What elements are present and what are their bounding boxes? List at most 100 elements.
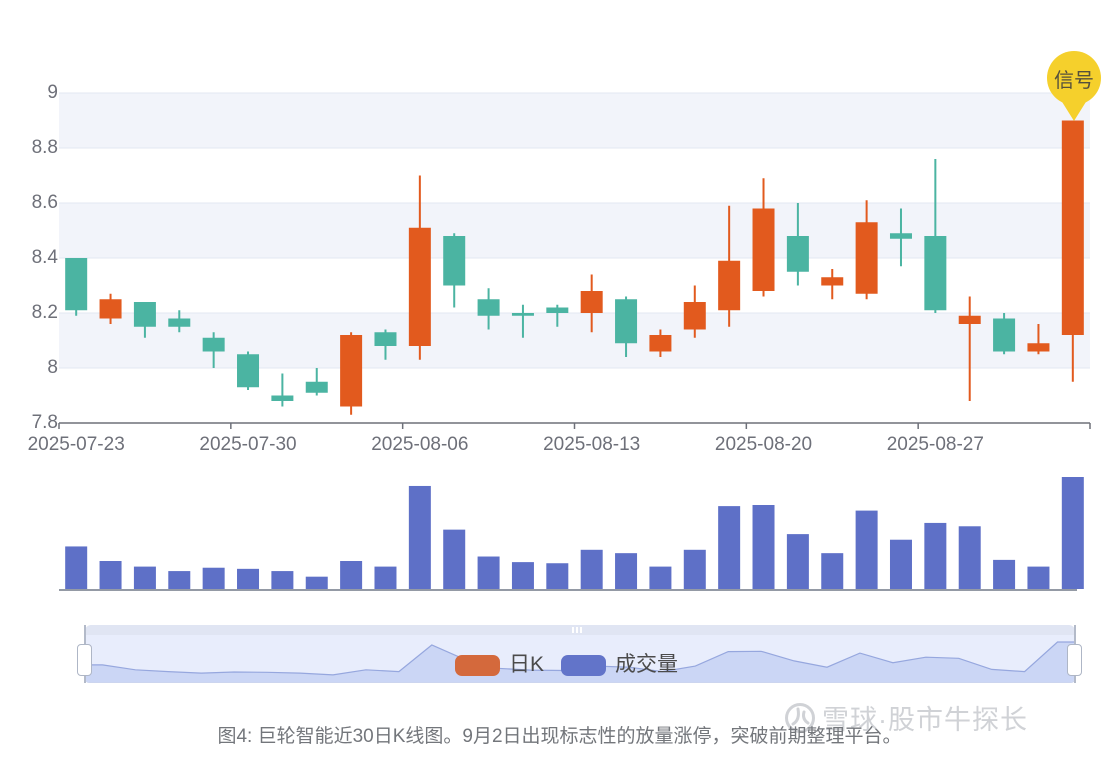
- volume-bar-2025-08-07[interactable]: [443, 529, 466, 589]
- y-axis-label: 7.8: [31, 412, 58, 433]
- volume-bar-2025-07-30[interactable]: [237, 568, 260, 589]
- candle-2025-08-08[interactable]: [477, 299, 500, 316]
- candle-wick-2025-08-12: [556, 304, 559, 327]
- volume-bar-2025-08-28[interactable]: [958, 526, 981, 589]
- y-axis-label: 8.2: [31, 302, 58, 323]
- candle-2025-08-14[interactable]: [615, 299, 638, 344]
- volume-bar-2025-08-14[interactable]: [615, 553, 638, 589]
- candle-2025-07-23[interactable]: [65, 258, 88, 311]
- candle-2025-08-13[interactable]: [580, 291, 603, 313]
- volume-bar-2025-08-26[interactable]: [889, 539, 912, 589]
- volume-bar-2025-08-22[interactable]: [821, 553, 844, 589]
- grid-stripe: [59, 368, 1090, 423]
- volume-bar-2025-08-15[interactable]: [649, 566, 672, 589]
- candle-wick-2025-08-28: [968, 296, 971, 401]
- volume-bar-2025-08-06[interactable]: [408, 485, 431, 589]
- candle-wick-2025-08-11: [521, 304, 524, 338]
- y-axis-label: 9: [47, 82, 58, 103]
- candle-2025-07-24[interactable]: [99, 299, 122, 319]
- slider-top-strip[interactable]: [85, 625, 1075, 635]
- volume-bar-2025-08-20[interactable]: [752, 505, 775, 589]
- candle-2025-08-15[interactable]: [649, 335, 672, 352]
- grid-stripe: [59, 313, 1090, 368]
- grid-stripe: [59, 148, 1090, 203]
- candle-2025-08-01[interactable]: [305, 381, 328, 393]
- x-axis-label: 2025-07-30: [199, 434, 297, 455]
- x-axis-label: 2025-08-06: [371, 434, 469, 455]
- volume-bar-2025-09-01[interactable]: [1027, 566, 1050, 589]
- candle-2025-08-19[interactable]: [718, 260, 741, 311]
- candle-2025-08-22[interactable]: [821, 277, 844, 286]
- chart-legend: 日K 成交量: [455, 653, 686, 677]
- candle-2025-08-29[interactable]: [993, 318, 1016, 352]
- candle-2025-08-11[interactable]: [511, 313, 534, 316]
- candle-2025-07-31[interactable]: [271, 395, 294, 402]
- candle-2025-08-21[interactable]: [786, 236, 809, 272]
- volume-bar-2025-08-01[interactable]: [305, 576, 328, 589]
- signal-badge-circle: 信号: [1047, 51, 1101, 105]
- x-axis-label: 2025-08-27: [886, 434, 984, 455]
- grid-stripe: [59, 203, 1090, 258]
- candle-2025-08-04[interactable]: [340, 335, 363, 407]
- candle-2025-08-18[interactable]: [683, 302, 706, 330]
- volume-bar-2025-08-11[interactable]: [511, 562, 534, 589]
- volume-bar-2025-07-28[interactable]: [168, 571, 191, 589]
- volume-axis-line: [59, 589, 1077, 591]
- volume-bar-2025-08-13[interactable]: [580, 549, 603, 589]
- candle-2025-08-27[interactable]: [924, 236, 947, 311]
- volume-bar-2025-08-12[interactable]: [546, 563, 569, 589]
- volume-bar-2025-07-31[interactable]: [271, 571, 294, 589]
- xueqiu-logo-icon: [785, 702, 815, 733]
- legend-swatch-kline[interactable]: [455, 654, 500, 676]
- candle-2025-07-28[interactable]: [168, 318, 191, 327]
- candle-2025-08-12[interactable]: [546, 307, 569, 314]
- volume-bar-2025-07-25[interactable]: [133, 566, 156, 589]
- x-axis-label: 2025-08-13: [543, 434, 641, 455]
- volume-bar-2025-07-24[interactable]: [99, 561, 122, 589]
- candle-2025-08-20[interactable]: [752, 208, 775, 292]
- volume-bar-2025-08-04[interactable]: [340, 561, 363, 589]
- volume-bar-2025-07-29[interactable]: [202, 567, 225, 589]
- candle-2025-08-28[interactable]: [958, 315, 981, 324]
- volume-bar-2025-08-25[interactable]: [855, 510, 878, 589]
- volume-bar-2025-08-08[interactable]: [477, 556, 500, 589]
- candle-2025-09-01[interactable]: [1027, 343, 1050, 352]
- candle-2025-08-26[interactable]: [889, 233, 912, 239]
- y-axis-label: 8.8: [31, 137, 58, 158]
- volume-bar-2025-07-23[interactable]: [65, 546, 88, 589]
- legend-item-volume[interactable]: 成交量: [615, 653, 679, 676]
- legend-item-kline[interactable]: 日K: [509, 653, 545, 676]
- candle-2025-09-02[interactable]: [1061, 120, 1084, 336]
- legend-swatch-volume[interactable]: [561, 654, 607, 676]
- slider-left-handle[interactable]: [77, 644, 92, 676]
- volume-bar-2025-08-05[interactable]: [374, 566, 397, 589]
- candle-2025-08-07[interactable]: [443, 236, 466, 286]
- volume-bar-2025-09-02[interactable]: [1061, 477, 1084, 589]
- caption: 图4: 巨轮智能近30日K线图。9月2日出现标志性的放量涨停，突破前期整理平台。: [217, 726, 902, 747]
- candle-2025-08-25[interactable]: [855, 222, 878, 294]
- y-axis-label: 8.6: [31, 192, 58, 213]
- volume-bar-2025-08-18[interactable]: [683, 549, 706, 589]
- signal-pin-icon: 信号: [1047, 51, 1101, 121]
- candle-2025-08-06[interactable]: [408, 227, 431, 346]
- candle-wick-2025-07-31: [281, 373, 284, 407]
- candle-wick-2025-09-01: [1037, 324, 1040, 355]
- volume-bar-2025-08-21[interactable]: [786, 534, 809, 589]
- x-axis-label: 2025-07-23: [27, 434, 125, 455]
- candle-2025-07-29[interactable]: [202, 337, 225, 352]
- signal-badge-label: 信号: [1054, 69, 1094, 92]
- volume-bar-2025-08-29[interactable]: [993, 559, 1016, 589]
- watermark: 雪球·股市牛探长: [783, 698, 1028, 737]
- watermark-text: 雪球·股市牛探长: [822, 705, 1028, 735]
- candle-2025-08-05[interactable]: [374, 332, 397, 346]
- volume-bar-2025-08-27[interactable]: [924, 522, 947, 589]
- candle-2025-07-30[interactable]: [237, 354, 260, 388]
- y-axis-label: 8.4: [31, 247, 58, 268]
- candle-2025-07-25[interactable]: [133, 302, 156, 327]
- volume-bar-2025-08-19[interactable]: [718, 506, 741, 589]
- kline-volume-chart[interactable]: [0, 0, 1119, 620]
- slider-grip-icon[interactable]: [572, 627, 582, 633]
- slider-right-handle[interactable]: [1067, 644, 1082, 676]
- x-axis-label: 2025-08-20: [714, 434, 813, 455]
- slider-volume-area: [86, 642, 1074, 682]
